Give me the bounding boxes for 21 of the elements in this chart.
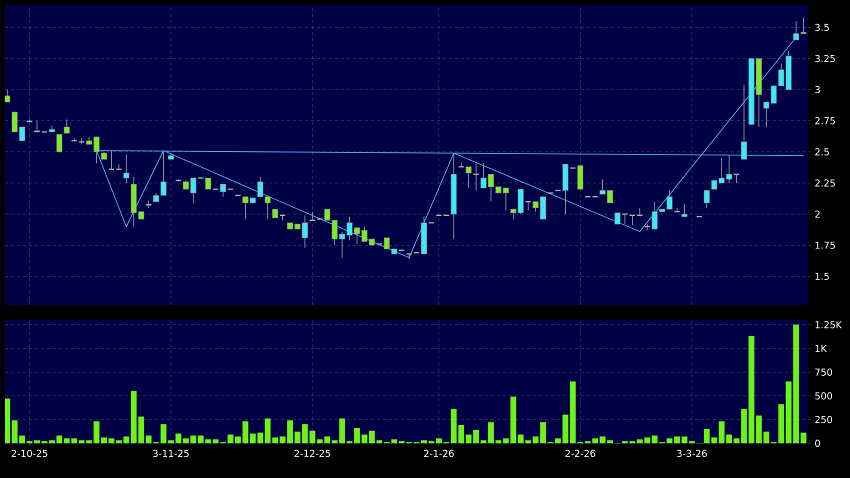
y-tick-label: 1.5 (816, 272, 829, 280)
y-tick-label: 2.5 (815, 148, 829, 156)
y-tick-label: 3.25 (815, 54, 835, 62)
y-tick-label: 2.25 (815, 179, 835, 187)
y-tick-label: 2.75 (815, 117, 835, 124)
y-tick-label: 3.5 (815, 24, 829, 31)
y-tick-label: 1K (816, 344, 828, 352)
y-tick-label: 1.25K (816, 321, 842, 328)
x-tick-label: 2-2-26 (565, 450, 596, 458)
y-tick-label: 750 (815, 368, 832, 376)
y-tick-label: 2 (815, 210, 820, 218)
x-tick-label: 2-12-25 (294, 450, 330, 458)
y-tick-label: 0 (815, 440, 820, 447)
y-tick-label: 1.75 (816, 242, 835, 249)
y-tick-label: 3 (815, 86, 820, 94)
x-tick-label: 3-11-25 (153, 450, 189, 458)
y-tick-label: 500 (815, 392, 832, 400)
x-tick-label: 3-3-26 (677, 450, 707, 458)
y-tick-label: 250 (815, 416, 832, 424)
x-tick-label: 2-10-25 (12, 450, 48, 458)
x-tick-label: 2-1-26 (424, 450, 454, 458)
